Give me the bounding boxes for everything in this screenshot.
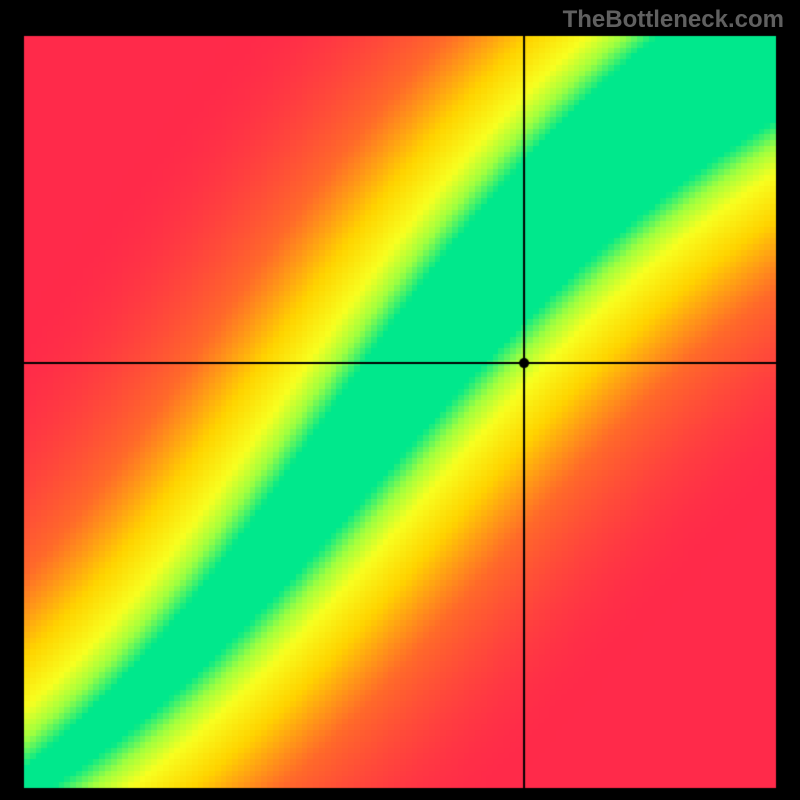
chart-container: TheBottleneck.com [0, 0, 800, 800]
bottleneck-heatmap-canvas [0, 0, 800, 800]
attribution-text: TheBottleneck.com [563, 6, 784, 34]
